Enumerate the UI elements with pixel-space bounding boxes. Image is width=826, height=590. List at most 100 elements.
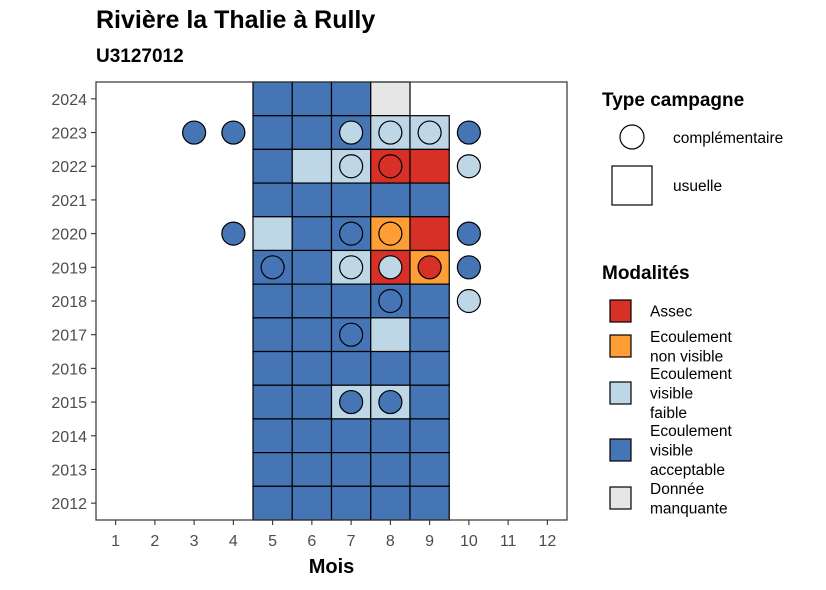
cell-2019-6: [291, 249, 333, 285]
y-tick-label-2012: 2012: [51, 496, 87, 513]
point-2022-10: [456, 154, 481, 179]
point-2023-4: [221, 120, 246, 145]
legend-label-ecoulement_visible_acceptable: Ecoulement visible acceptable: [650, 423, 733, 479]
y-tick-label-2022: 2022: [51, 159, 87, 176]
cell-2012-6: [291, 485, 333, 521]
legend-square-icon: [611, 165, 653, 206]
cell-2020-5: [252, 216, 293, 252]
y-tick-label-2015: 2015: [51, 395, 87, 412]
point-2019-10: [456, 255, 481, 280]
cell-2014-5: [252, 418, 293, 454]
cell-2021-9: [409, 182, 450, 218]
point-2020-8: [378, 221, 403, 246]
legend-swatch-donnee_manquante: [609, 486, 632, 510]
point-2019-7: [339, 255, 364, 280]
y-tick-label-2023: 2023: [51, 126, 87, 143]
cell-2012-5: [252, 485, 293, 521]
y-tick-label-2024: 2024: [51, 92, 87, 109]
legend-label-donnee_manquante: Donnée manquante: [650, 481, 728, 518]
x-tick-label-1: 1: [111, 533, 120, 550]
point-2019-9: [417, 255, 442, 280]
cell-2016-5: [252, 350, 293, 386]
y-axis: 2012 2013 2014 2015 2016 2017 2018 2019 2020 2021…: [51, 92, 96, 513]
cell-2016-7: [330, 350, 372, 386]
legend-swatch-ecoulement_non_visible: [609, 334, 632, 358]
x-tick-label-4: 4: [229, 533, 238, 550]
y-tick-label-2017: 2017: [51, 328, 87, 345]
cell-2022-6: [291, 148, 333, 184]
point-2019-5: [260, 255, 285, 280]
cell-2017-6: [291, 317, 333, 353]
point-2023-7: [339, 120, 364, 145]
x-tick-label-9: 9: [425, 533, 434, 550]
legend-label-assec: Assec: [650, 304, 692, 321]
cell-2021-5: [252, 182, 293, 218]
cell-2012-7: [330, 485, 372, 521]
x-axis-title: Mois: [309, 556, 355, 578]
point-2020-10: [456, 221, 481, 246]
legend-swatch-ecoulement_visible_acceptable: [609, 438, 632, 462]
cell-2021-8: [370, 182, 411, 218]
point-2018-10: [456, 288, 481, 314]
cell-2013-8: [370, 452, 411, 487]
cell-2022-5: [252, 148, 293, 184]
cell-2015-9: [409, 384, 450, 420]
point-2020-7: [339, 221, 364, 246]
cell-2012-8: [370, 485, 411, 521]
x-tick-label-6: 6: [307, 533, 316, 550]
cell-2018-6: [291, 283, 333, 319]
cell-2020-9: [409, 216, 450, 252]
chart-title: Rivière la Thalie à Rully: [96, 6, 376, 34]
cell-2013-5: [252, 452, 293, 487]
x-tick-label-3: 3: [190, 533, 199, 550]
point-2018-8: [378, 288, 403, 314]
point-2023-3: [182, 120, 207, 145]
x-tick-label-7: 7: [347, 533, 356, 550]
cell-2014-9: [409, 418, 450, 454]
x-tick-label-10: 10: [460, 533, 478, 550]
cell-2024-8: [370, 81, 411, 117]
cell-2014-7: [330, 418, 372, 454]
legend-swatch-assec: [609, 299, 632, 323]
x-tick-label-2: 2: [150, 533, 159, 550]
y-tick-label-2018: 2018: [51, 294, 87, 311]
point-2019-8: [378, 255, 403, 280]
point-2015-7: [339, 389, 364, 415]
legend-modality-title: Modalités: [602, 263, 690, 284]
y-tick-label-2020: 2020: [51, 227, 87, 244]
point-2023-9: [417, 120, 442, 145]
cell-2023-5: [252, 115, 293, 150]
x-tick-label-5: 5: [268, 533, 277, 550]
cell-2014-6: [291, 418, 333, 454]
cell-2016-9: [409, 350, 450, 386]
y-tick-label-2016: 2016: [51, 361, 87, 378]
legend-campaign-title: Type campagne: [602, 90, 744, 111]
legend-campaign-type: Type campagne complémentaire usuelle: [602, 90, 783, 206]
cell-2017-5: [252, 317, 293, 353]
cell-2017-9: [409, 317, 450, 353]
y-tick-label-2021: 2021: [51, 193, 87, 210]
cell-2014-8: [370, 418, 411, 454]
cell-2016-8: [370, 350, 411, 386]
point-2023-10: [456, 120, 481, 145]
cell-2018-9: [409, 283, 450, 319]
cell-2024-7: [330, 81, 372, 117]
cell-2015-5: [252, 384, 293, 420]
cell-2022-9: [409, 148, 450, 184]
point-2022-8: [378, 154, 403, 179]
y-tick-label-2019: 2019: [51, 260, 87, 277]
x-tick-label-8: 8: [386, 533, 395, 550]
legend-label-ecoulement_non_visible: Ecoulement non visible: [650, 329, 733, 366]
point-2022-7: [339, 154, 364, 179]
cell-2013-7: [330, 452, 372, 487]
cell-2020-6: [291, 216, 333, 252]
y-tick-label-2013: 2013: [51, 462, 87, 479]
legend-modalities: Modalités Assec Ecoulement non visible Ecoul…: [602, 263, 733, 517]
cell-2021-7: [330, 182, 372, 218]
point-2015-8: [378, 389, 403, 415]
cell-2018-7: [330, 283, 372, 319]
legend-campaign-label-complementaire: complémentaire: [673, 130, 783, 147]
cell-2023-6: [291, 115, 333, 150]
y-tick-label-2014: 2014: [51, 429, 87, 446]
